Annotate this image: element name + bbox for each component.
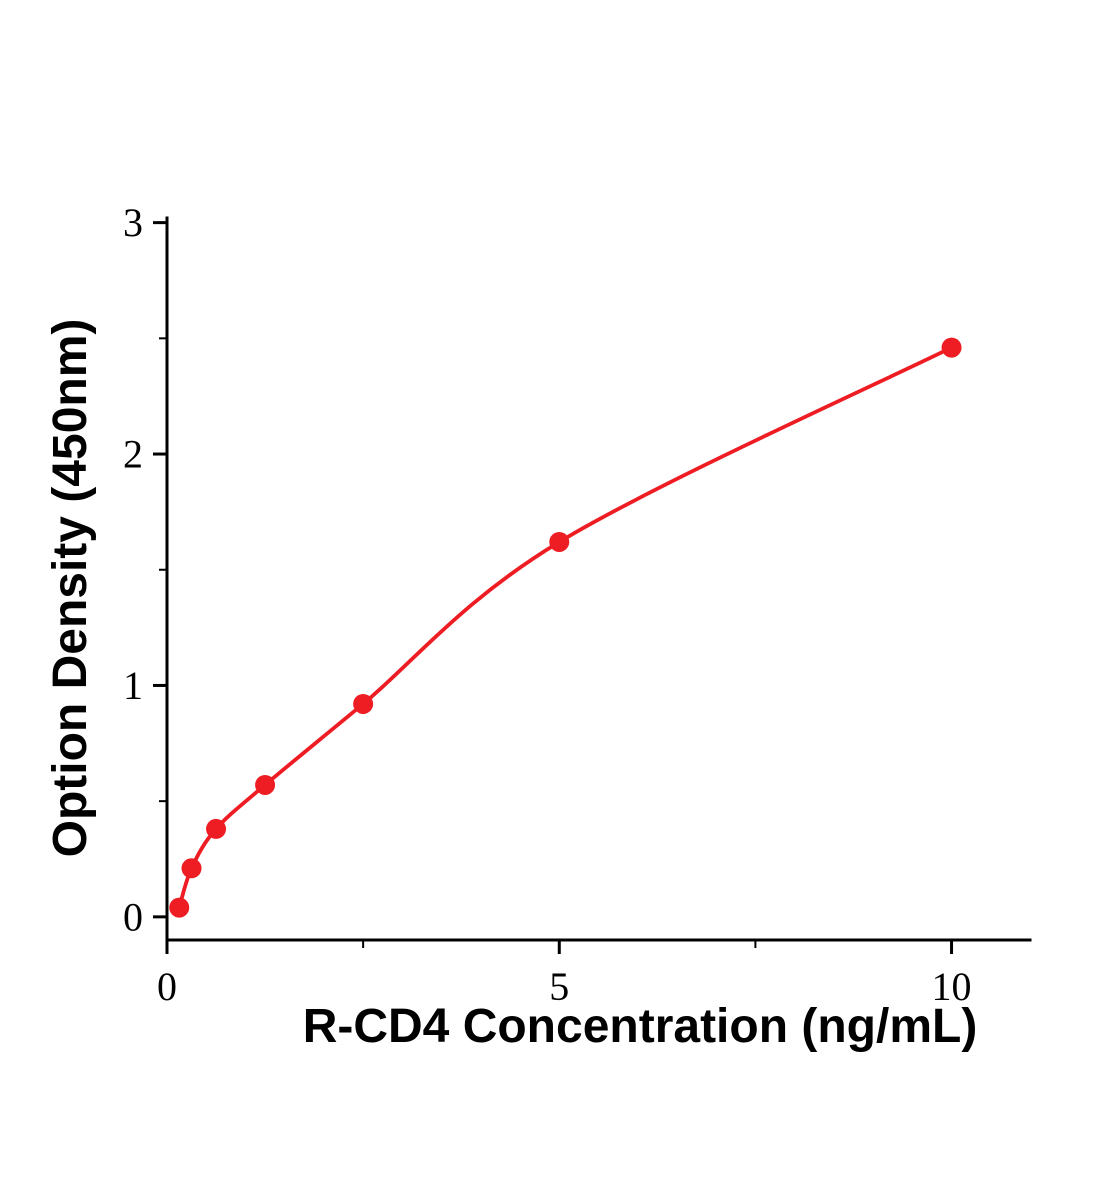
data-point — [181, 858, 202, 879]
x-tick-label: 0 — [157, 964, 177, 1009]
fit-curve — [177, 345, 954, 910]
data-point — [255, 774, 276, 795]
y-axis-title: Option Density (450nm) — [44, 319, 97, 858]
y-tick-label: 0 — [123, 894, 143, 939]
y-tick-label: 1 — [123, 663, 143, 708]
axes-frame — [165, 216, 1032, 942]
x-axis-title: R-CD4 Concentration (ng/mL) — [303, 1000, 978, 1053]
x-tick-label: 5 — [549, 964, 569, 1009]
data-point — [206, 818, 227, 839]
series-layer — [169, 337, 962, 918]
ticks-layer: 0 5 10 0 1 2 3 — [123, 200, 972, 1009]
data-point — [169, 897, 190, 918]
data-point — [941, 337, 962, 358]
y-tick-label: 3 — [123, 200, 143, 245]
axes-layer — [165, 216, 1032, 942]
data-point — [549, 531, 570, 552]
data-point — [353, 693, 374, 714]
x-tick-label: 10 — [932, 964, 972, 1009]
y-tick-label: 2 — [123, 432, 143, 477]
